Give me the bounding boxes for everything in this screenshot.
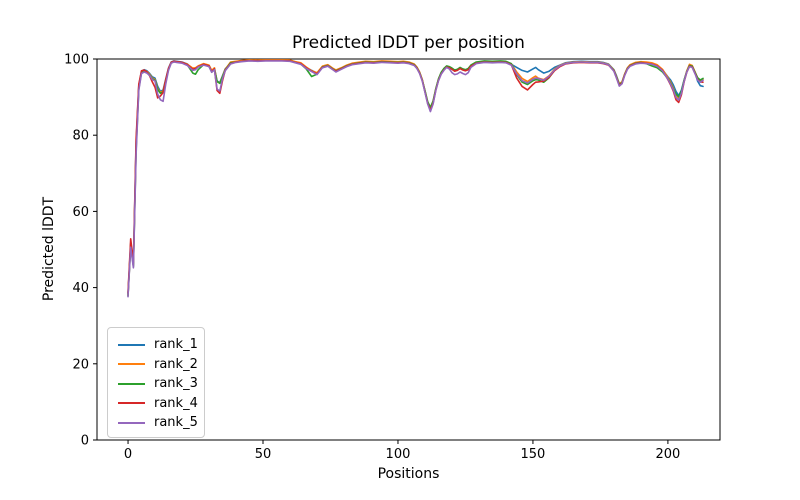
chart-title: Predicted lDDT per position (292, 33, 525, 53)
x-tick-label: 200 (655, 447, 680, 462)
y-tick-label: 0 (81, 434, 89, 449)
y-axis-label: Predicted lDDT (41, 196, 57, 302)
legend-box: rank_1 rank_2 rank_3 rank_4 rank_5 (107, 327, 205, 438)
x-axis-label: Positions (377, 466, 440, 482)
y-tick-label: 20 (72, 357, 89, 372)
series-line-rank_5 (127, 60, 704, 298)
legend-line-swatch (118, 421, 145, 424)
x-tick-label: 150 (521, 447, 546, 462)
y-tick-label: 60 (72, 205, 89, 220)
legend-label: rank_1 (154, 337, 198, 353)
legend-label: rank_5 (154, 415, 198, 431)
y-tick-label: 80 (72, 129, 89, 144)
y-tick-label: 100 (64, 53, 89, 68)
legend-item-rank_4: rank_4 (118, 394, 198, 414)
legend-line-swatch (118, 343, 145, 346)
legend-label: rank_2 (154, 356, 198, 372)
legend-line-swatch (118, 363, 145, 366)
legend-item-rank_3: rank_3 (118, 374, 198, 394)
x-tick-label: 100 (386, 447, 411, 462)
legend-label: rank_3 (154, 376, 198, 392)
legend-item-rank_2: rank_2 (118, 355, 198, 375)
legend-line-swatch (118, 382, 145, 385)
legend-item-rank_1: rank_1 (118, 335, 198, 355)
y-tick-label: 40 (72, 281, 89, 296)
x-tick-label: 0 (124, 447, 132, 462)
legend-label: rank_4 (154, 395, 198, 411)
x-tick-label: 50 (255, 447, 272, 462)
legend-line-swatch (118, 402, 145, 405)
legend-item-rank_5: rank_5 (118, 413, 198, 433)
